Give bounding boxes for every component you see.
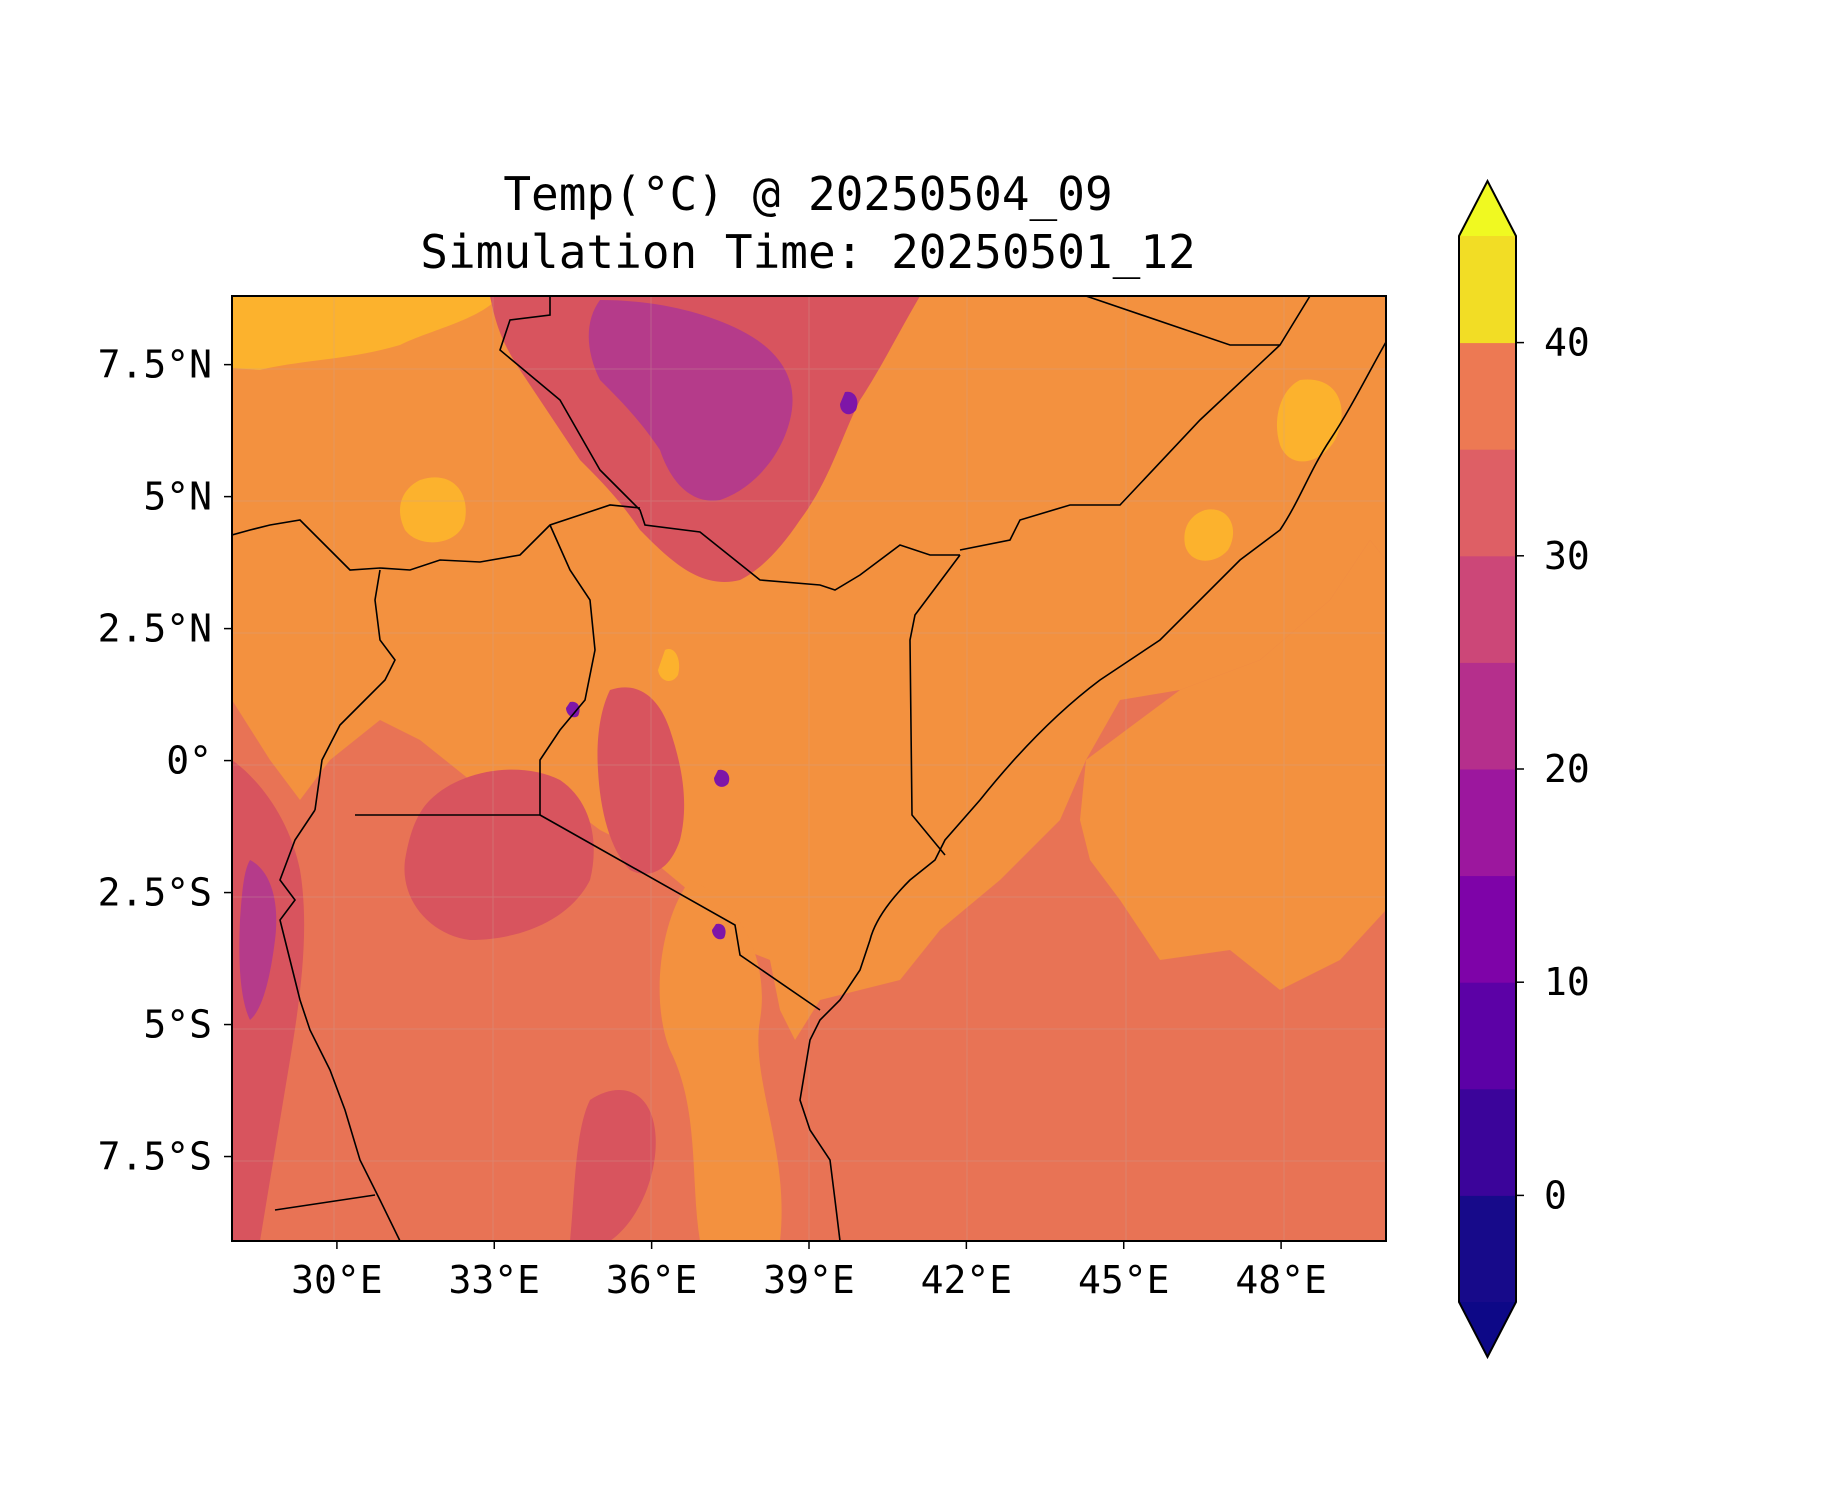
- warm-somali-region: [1080, 540, 1386, 990]
- border-zambia-tanzania: [274, 1194, 376, 1211]
- cold-mt-kenya: [714, 769, 730, 787]
- warm-tanzania-patch: [659, 880, 782, 1241]
- cold-rift-west-core: [239, 860, 277, 1020]
- country-borders: [232, 296, 1386, 1241]
- chart-subtitle: Simulation Time: 20250501_12: [420, 225, 1195, 279]
- colorbar-band: [1459, 1088, 1516, 1196]
- x-tick-label: 42°E: [921, 1258, 1013, 1302]
- hot-nw-patch: [232, 296, 500, 370]
- border-ethiopia-djibouti: [1085, 296, 1280, 346]
- colorbar-band: [1459, 769, 1516, 877]
- colorbar: 0 10 20 30 40: [1458, 178, 1590, 1360]
- hot-ethiopia-east-patch: [1276, 379, 1342, 462]
- colorbar-band: [1459, 555, 1516, 663]
- cool-tanzania-south: [570, 1090, 656, 1241]
- x-tick-label: 36°E: [606, 1258, 698, 1302]
- border-south-sudan-uganda: [232, 504, 641, 571]
- colorbar-extend-low: [1459, 1302, 1516, 1357]
- colorbar-tick-label: 30: [1544, 534, 1590, 578]
- colorbar-band: [1459, 875, 1516, 983]
- y-axis-ticks: 7.5°N 5°N 2.5°N 0° 2.5°S 5°S 7.5°S: [98, 343, 232, 1179]
- cold-ethiopian-core: [588, 300, 793, 501]
- y-tick-label: 5°N: [143, 475, 212, 519]
- y-tick-label: 7.5°N: [98, 343, 212, 387]
- colorbar-band: [1459, 1195, 1516, 1303]
- x-tick-label: 39°E: [763, 1258, 855, 1302]
- colorbar-extend-high: [1459, 181, 1516, 236]
- hot-sudan-patch: [400, 477, 466, 543]
- colorbar-tick-label: 20: [1544, 747, 1590, 791]
- chart-title: Temp(°C) @ 20250504_09: [503, 167, 1112, 221]
- border-rwanda-burundi: [279, 809, 401, 1241]
- cold-ethiopian-peak: [840, 391, 858, 415]
- cool-kenya-highlands: [597, 687, 685, 874]
- coastline-east-africa: [799, 341, 1386, 1241]
- x-tick-label: 30°E: [291, 1258, 383, 1302]
- border-drc-uganda: [314, 569, 396, 811]
- colorbar-band: [1459, 236, 1516, 344]
- border-uganda-kenya: [539, 524, 596, 815]
- colorbar-tick-label: 10: [1544, 960, 1590, 1004]
- hot-somalia-patch: [1184, 509, 1234, 561]
- y-tick-label: 5°S: [143, 1003, 212, 1047]
- y-tick-label: 7.5°S: [98, 1135, 212, 1179]
- warm-north-region: [232, 296, 1386, 1040]
- y-tick-label: 2.5°S: [98, 871, 212, 915]
- cold-kilimanjaro: [712, 923, 726, 940]
- cold-elgon: [566, 701, 580, 718]
- colorbar-band: [1459, 662, 1516, 770]
- y-tick-label: 2.5°N: [98, 607, 212, 651]
- x-tick-label: 48°E: [1235, 1258, 1327, 1302]
- colorbar-outline: [1458, 178, 1517, 1360]
- colorbar-band: [1459, 449, 1516, 557]
- border-sudan-ethiopia: [499, 296, 960, 591]
- colorbar-tick-label: 0: [1544, 1173, 1567, 1217]
- border-kenya-tanzania: [539, 814, 821, 1011]
- temperature-field: [232, 296, 1386, 1241]
- colorbar-band: [1459, 342, 1516, 450]
- border-kenya-somalia: [909, 554, 961, 856]
- x-axis-ticks: 30°E 33°E 36°E 39°E 42°E 45°E 48°E: [291, 1241, 1327, 1302]
- hot-kenya-patch: [658, 649, 680, 682]
- y-tick-label: 0°: [166, 739, 212, 783]
- x-tick-label: 33°E: [449, 1258, 541, 1302]
- x-tick-label: 45°E: [1078, 1258, 1170, 1302]
- colorbar-band: [1459, 982, 1516, 1090]
- graticule: [232, 296, 1386, 1241]
- border-ethiopia-somalia: [959, 296, 1311, 551]
- colorbar-tick-label: 40: [1544, 321, 1590, 365]
- cool-lake-region: [404, 769, 594, 940]
